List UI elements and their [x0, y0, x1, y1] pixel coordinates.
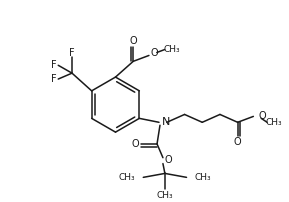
Text: CH₃: CH₃ — [119, 173, 136, 182]
Text: CH₃: CH₃ — [266, 118, 282, 127]
Text: O: O — [129, 36, 137, 46]
Text: F: F — [51, 60, 56, 70]
Text: F: F — [69, 47, 75, 58]
Text: N: N — [162, 117, 170, 127]
Text: CH₃: CH₃ — [194, 173, 211, 182]
Text: O: O — [131, 139, 139, 149]
Text: O: O — [234, 137, 241, 147]
Text: CH₃: CH₃ — [163, 45, 180, 54]
Text: O: O — [150, 48, 158, 59]
Text: F: F — [51, 74, 56, 84]
Text: O: O — [258, 112, 266, 121]
Text: CH₃: CH₃ — [157, 190, 173, 200]
Text: O: O — [164, 155, 172, 165]
